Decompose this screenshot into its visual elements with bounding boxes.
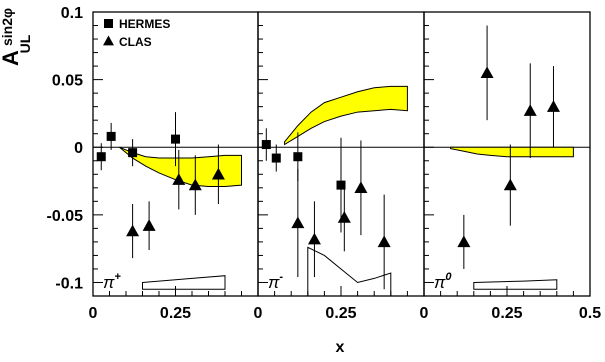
data-point-triangle: [142, 219, 156, 231]
x-tick-label: 0: [254, 305, 263, 322]
theory-band: [284, 85, 408, 146]
panel-label-sup: +: [114, 271, 121, 283]
legend: HERMES CLAS: [103, 17, 170, 49]
legend-square-icon: [104, 19, 113, 28]
y-tick-label: 0.05: [52, 73, 83, 90]
y-axis: 0.1 0.05 0 -0.05 -0.1: [47, 5, 84, 292]
data-point-square: [96, 152, 106, 162]
data-point-square: [261, 140, 271, 150]
data-point-triangle: [211, 167, 225, 180]
systematic-band: [307, 246, 392, 297]
y-axis-label-sub: UL: [17, 34, 33, 53]
panel-3: 0 0.25 0.5 π0: [420, 11, 601, 322]
systematic-band: [473, 279, 558, 290]
data-point-triangle: [480, 66, 494, 79]
data-point-triangle: [337, 211, 351, 223]
series-clas: [291, 140, 391, 290]
systematic-band: [142, 275, 226, 290]
legend-label-hermes: HERMES: [119, 17, 170, 31]
y-tick-label: 0: [74, 140, 83, 157]
data-point-triangle: [354, 181, 368, 194]
panel-1: 0 0.25 π+: [89, 11, 259, 322]
data-point-square: [336, 180, 346, 190]
x-tick-label: 0.5: [579, 305, 601, 322]
panels: 0 0.25 π+ 0 0.25 π- 0 0.25 0.5 π0: [89, 11, 601, 322]
panel-label-sup: -: [279, 271, 283, 283]
theory-band: [450, 146, 574, 158]
x-tick-label: 0: [89, 305, 98, 322]
data-point-triangle: [291, 216, 305, 229]
y-axis-label: A: [0, 50, 23, 66]
y-axis-title: A sin2φ UL: [0, 8, 33, 66]
y-tick-label: -0.1: [55, 275, 83, 292]
panel-label-sup: 0: [445, 271, 452, 283]
x-tick-label: 0.25: [491, 305, 522, 322]
x-axis-label: x: [336, 339, 345, 356]
y-axis-label-sup: sin2φ: [0, 8, 15, 46]
data-point-triangle: [172, 173, 186, 185]
panel-label: π-: [268, 271, 283, 292]
data-point-triangle: [307, 232, 321, 245]
legend-label-clas: CLAS: [119, 35, 152, 49]
data-point-triangle: [523, 104, 537, 116]
series-clas: [457, 25, 560, 269]
data-point-triangle: [503, 178, 517, 191]
panel-2: 0 0.25 π-: [254, 11, 425, 322]
series-hermes: [96, 112, 180, 171]
legend-triangle-icon: [103, 35, 114, 46]
data-point-triangle: [457, 235, 471, 248]
data-point-square: [128, 148, 138, 158]
series-clas: [126, 144, 225, 259]
data-point-square: [271, 153, 281, 163]
y-tick-label: -0.05: [47, 208, 84, 225]
data-point-square: [293, 152, 303, 162]
x-tick-label: 0: [420, 305, 429, 322]
x-tick-label: 0.25: [325, 305, 356, 322]
theory-band: [119, 146, 242, 187]
panel-label: π0: [434, 271, 452, 292]
x-tick-label: 0.25: [160, 305, 191, 322]
data-point-square: [106, 131, 116, 141]
data-point-triangle: [546, 100, 560, 112]
series-hermes: [261, 128, 346, 233]
data-point-triangle: [188, 178, 202, 191]
panel-label: π+: [103, 271, 121, 292]
data-point-triangle: [126, 224, 140, 237]
data-point-square: [171, 134, 180, 144]
data-point-triangle: [377, 235, 391, 248]
y-tick-label: 0.1: [61, 5, 83, 22]
